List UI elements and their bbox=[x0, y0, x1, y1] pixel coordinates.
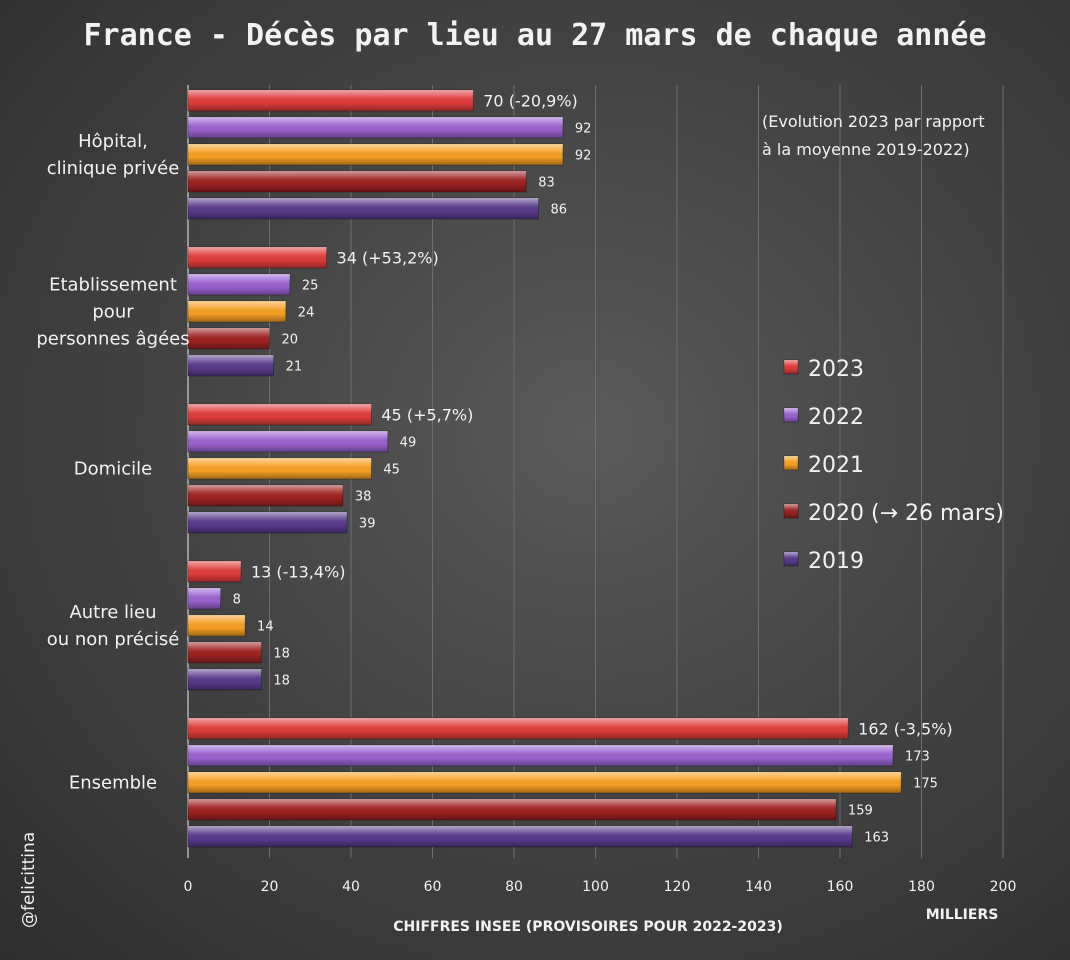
credit-handle: @felicittina bbox=[19, 832, 39, 928]
bar-value-label: 163 bbox=[864, 831, 889, 846]
legend-label: 2023 bbox=[808, 357, 864, 382]
bar-value-label: 18 bbox=[273, 647, 290, 662]
unit-label: MILLIERS bbox=[926, 907, 999, 923]
bar-value-label: 92 bbox=[575, 122, 592, 137]
bar bbox=[187, 641, 262, 664]
bar bbox=[187, 484, 344, 507]
bar bbox=[187, 457, 372, 480]
bar-value-label: 25 bbox=[302, 279, 319, 294]
bar bbox=[187, 668, 262, 691]
x-tick-label: 40 bbox=[342, 879, 360, 895]
note-line-2: à la moyenne 2019-2022) bbox=[762, 140, 970, 159]
chart-title: France - Décès par lieu au 27 mars de ch… bbox=[83, 18, 987, 53]
bar bbox=[187, 89, 474, 112]
bar-value-label: 70 (-20,9%) bbox=[483, 92, 578, 111]
bar bbox=[187, 403, 372, 426]
bar bbox=[187, 511, 348, 534]
bar-value-label: 45 (+5,7%) bbox=[381, 406, 473, 425]
bar-value-label: 24 bbox=[298, 306, 315, 321]
bar-value-label: 18 bbox=[273, 674, 290, 689]
x-tick-label: 140 bbox=[745, 879, 772, 895]
bar bbox=[187, 430, 389, 453]
category-label: Domicile bbox=[74, 459, 152, 480]
bar-value-label: 92 bbox=[575, 149, 592, 164]
bar bbox=[187, 327, 270, 350]
bar-value-label: 162 (-3,5%) bbox=[858, 720, 953, 739]
category-label: Etablissement pour personnes âgées bbox=[36, 275, 189, 350]
legend-label: 2019 bbox=[808, 549, 864, 574]
legend-item: 2023 bbox=[783, 357, 864, 382]
bar-value-label: 86 bbox=[550, 203, 567, 218]
bar bbox=[187, 197, 539, 220]
bar bbox=[187, 717, 849, 740]
x-tick-label: 180 bbox=[908, 879, 935, 895]
bar bbox=[187, 587, 221, 610]
bar-value-label: 175 bbox=[913, 777, 938, 792]
legend-label: 2020 (→ 26 mars) bbox=[808, 501, 1004, 526]
bar bbox=[187, 143, 564, 166]
category-label: Hôpital, clinique privée bbox=[47, 131, 180, 179]
category-label: Autre lieu ou non précisé bbox=[47, 602, 180, 650]
bar-value-label: 14 bbox=[257, 620, 274, 635]
x-tick-label: 0 bbox=[184, 879, 193, 895]
note-line-1: (Evolution 2023 par rapport bbox=[762, 112, 985, 131]
bar bbox=[187, 825, 853, 848]
legend-item: 2022 bbox=[783, 405, 864, 430]
bar-value-label: 173 bbox=[905, 750, 930, 765]
bar bbox=[187, 273, 291, 296]
x-tick-label: 160 bbox=[827, 879, 854, 895]
x-tick-label: 60 bbox=[424, 879, 442, 895]
x-axis-title: CHIFFRES INSEE (PROVISOIRES POUR 2022-20… bbox=[393, 919, 782, 935]
legend-item: 2019 bbox=[783, 549, 864, 574]
bar-value-label: 8 bbox=[233, 593, 241, 608]
bar bbox=[187, 116, 564, 139]
bar bbox=[187, 771, 902, 794]
bar bbox=[187, 170, 527, 193]
x-tick-label: 20 bbox=[261, 879, 279, 895]
bar bbox=[187, 354, 274, 377]
legend: 2023 2022 2021 2020 (→ 26 mars) 2019 bbox=[783, 357, 1004, 574]
bar-value-label: 34 (+53,2%) bbox=[337, 249, 439, 268]
x-axis-ticks: 0 20 40 60 80 100 120 140 160 180 200 bbox=[184, 879, 1017, 895]
bar bbox=[187, 744, 894, 767]
bar-value-label: 39 bbox=[359, 517, 376, 532]
x-tick-label: 80 bbox=[505, 879, 523, 895]
legend-item: 2021 bbox=[783, 453, 864, 478]
bar-value-label: 38 bbox=[355, 490, 372, 505]
x-tick-label: 200 bbox=[990, 879, 1017, 895]
bar-value-label: 20 bbox=[282, 333, 299, 348]
legend-item: 2020 (→ 26 mars) bbox=[783, 501, 1004, 526]
category-labels: Hôpital, clinique privée Etablissement pour… bbox=[36, 131, 189, 794]
bar bbox=[187, 246, 327, 269]
x-tick-label: 120 bbox=[664, 879, 691, 895]
bar-value-label: 49 bbox=[400, 436, 417, 451]
bar-value-label: 13 (-13,4%) bbox=[251, 563, 346, 582]
bar-value-label: 21 bbox=[286, 360, 303, 375]
bar bbox=[187, 798, 837, 821]
legend-label: 2021 bbox=[808, 453, 864, 478]
bars bbox=[187, 89, 902, 848]
legend-label: 2022 bbox=[808, 405, 864, 430]
category-label: Ensemble bbox=[69, 773, 157, 794]
bar bbox=[187, 300, 287, 323]
x-tick-label: 100 bbox=[582, 879, 609, 895]
bar-value-label: 159 bbox=[848, 804, 873, 819]
bar-value-label: 83 bbox=[538, 176, 555, 191]
bar-value-label: 45 bbox=[383, 463, 400, 478]
bar bbox=[187, 614, 246, 637]
bar bbox=[187, 560, 242, 583]
